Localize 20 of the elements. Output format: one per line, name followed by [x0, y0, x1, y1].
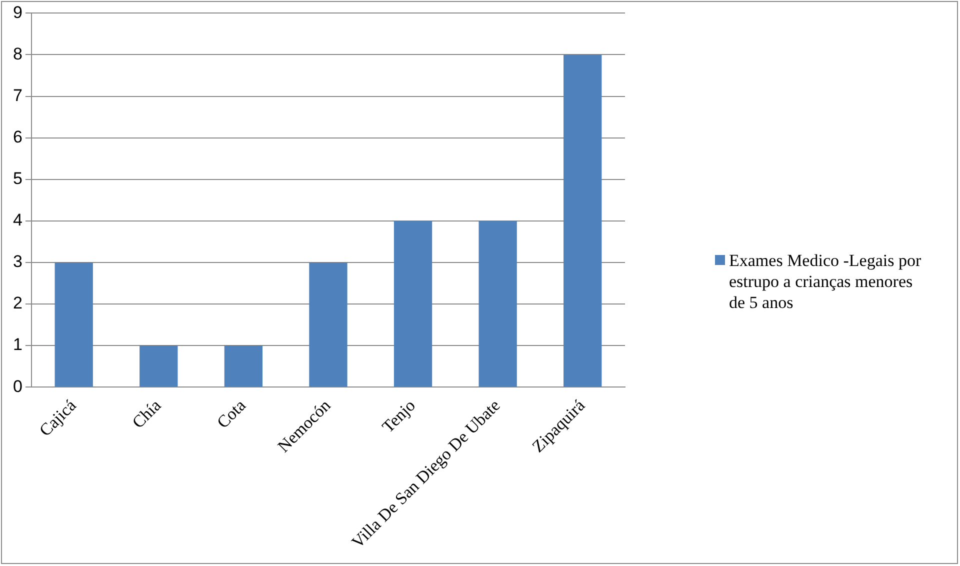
bar [478, 220, 517, 387]
y-tick-label: 2 [12, 294, 22, 313]
x-tick-label: Cota [213, 396, 250, 432]
bar [54, 262, 93, 387]
x-tick-label: Chía [128, 396, 165, 432]
bar [394, 220, 432, 387]
y-tick-label: 1 [12, 335, 22, 354]
bar [309, 262, 348, 387]
y-tick-label: 7 [12, 86, 22, 105]
y-tick-label: 4 [12, 210, 22, 230]
y-tick-label: 8 [12, 44, 22, 64]
bar [140, 346, 178, 387]
y-tick-label: 0 [12, 376, 22, 396]
y-tick-label: 3 [12, 252, 22, 272]
legend-label: Exames Medico -Legais por estrupo a crianças menores de 5 anos [729, 250, 922, 313]
y-tick-label: 9 [12, 2, 22, 22]
y-tick-label: 6 [12, 128, 22, 147]
y-tick-label: 5 [12, 169, 22, 188]
bar [564, 54, 602, 387]
bar [224, 346, 263, 387]
